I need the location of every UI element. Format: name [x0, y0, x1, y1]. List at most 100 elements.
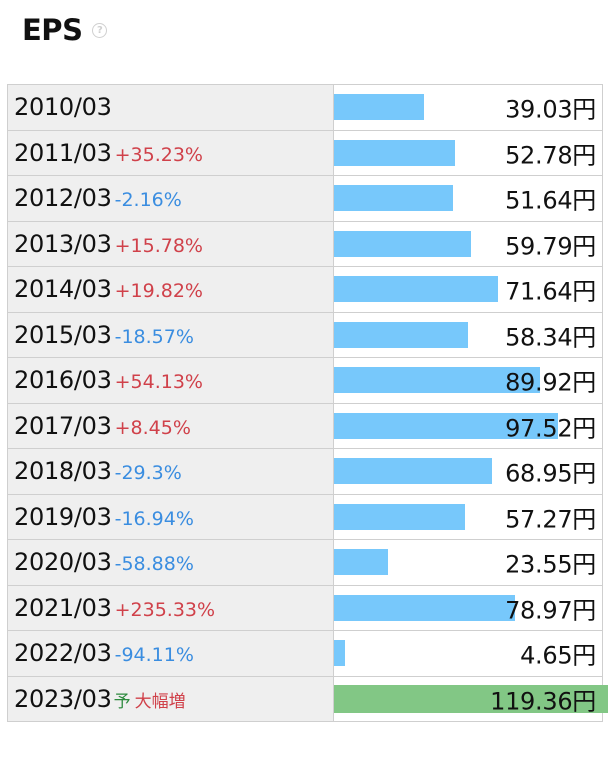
eps-table: 2010/03 39.03円 2011/03 +35.23% 52.78円 2012/03… — [7, 84, 608, 722]
bar-cell: 23.55円 — [333, 539, 603, 586]
table-row: 2013/03 +15.78% 59.79円 — [7, 220, 603, 267]
eps-bar — [334, 230, 471, 257]
eps-bar — [334, 94, 424, 121]
eps-bar — [334, 640, 345, 667]
value-label: 97.52円 — [505, 414, 596, 443]
change-label: -18.57% — [114, 325, 194, 348]
value-label: 59.79円 — [505, 232, 596, 261]
table-row: 2010/03 39.03円 — [7, 84, 603, 131]
year-label: 2019/03 — [14, 502, 112, 531]
year-label: 2013/03 — [14, 229, 112, 258]
value-label: 39.03円 — [505, 95, 596, 124]
table-row: 2011/03 +35.23% 52.78円 — [7, 129, 603, 176]
eps-bar — [334, 139, 455, 166]
bar-cell: 57.27円 — [333, 493, 603, 540]
year-cell: 2017/03 +8.45% — [7, 402, 334, 449]
change-label: +8.45% — [114, 416, 191, 439]
value-label: 89.92円 — [505, 368, 596, 397]
bar-cell: 4.65円 — [333, 630, 603, 677]
table-row: 2012/03 -2.16% 51.64円 — [7, 175, 603, 222]
year-label: 2016/03 — [14, 366, 112, 395]
eps-bar — [334, 276, 498, 303]
change-label: +235.33% — [114, 598, 216, 621]
year-label: 2021/03 — [14, 593, 112, 622]
value-label: 51.64円 — [505, 186, 596, 215]
eps-bar — [334, 458, 492, 485]
year-label: 2012/03 — [14, 184, 112, 213]
year-cell: 2023/03 予大幅増 — [7, 675, 334, 722]
year-label: 2020/03 — [14, 548, 112, 577]
help-icon[interactable]: ? — [92, 22, 108, 38]
bar-cell: 78.97円 — [333, 584, 603, 631]
year-cell: 2022/03 -94.11% — [7, 630, 334, 677]
bar-cell: 51.64円 — [333, 175, 603, 222]
change-label: +15.78% — [114, 234, 203, 257]
year-label: 2018/03 — [14, 457, 112, 486]
year-cell: 2014/03 +19.82% — [7, 266, 334, 313]
eps-bar — [334, 321, 468, 348]
year-label: 2010/03 — [14, 93, 112, 122]
change-label: +19.82% — [114, 280, 203, 303]
table-row: 2016/03 +54.13% 89.92円 — [7, 357, 603, 404]
forecast-note: 大幅増 — [134, 691, 186, 712]
bar-cell: 59.79円 — [333, 220, 603, 267]
change-label: +54.13% — [114, 371, 203, 394]
table-row: 2017/03 +8.45% 97.52円 — [7, 402, 603, 449]
year-cell: 2012/03 -2.16% — [7, 175, 334, 222]
bar-cell: 68.95円 — [333, 448, 603, 495]
value-label: 58.34円 — [505, 323, 596, 352]
year-label: 2014/03 — [14, 275, 112, 304]
table-row: 2015/03 -18.57% 58.34円 — [7, 311, 603, 358]
eps-bar — [334, 503, 465, 530]
bar-cell: 52.78円 — [333, 129, 603, 176]
year-cell: 2011/03 +35.23% — [7, 129, 334, 176]
change-label: -58.88% — [114, 553, 194, 576]
year-cell: 2020/03 -58.88% — [7, 539, 334, 586]
eps-bar — [334, 367, 540, 394]
year-label: 2022/03 — [14, 639, 112, 668]
eps-bar — [334, 684, 608, 713]
year-label: 2023/03 — [14, 684, 112, 713]
bar-cell: 39.03円 — [333, 84, 603, 131]
change-label: -29.3% — [114, 462, 182, 485]
change-label: -94.11% — [114, 644, 194, 667]
value-label: 52.78円 — [505, 141, 596, 170]
table-row: 2018/03 -29.3% 68.95円 — [7, 448, 603, 495]
value-label: 71.64円 — [505, 277, 596, 306]
value-label: 57.27円 — [505, 505, 596, 534]
year-cell: 2018/03 -29.3% — [7, 448, 334, 495]
year-cell: 2019/03 -16.94% — [7, 493, 334, 540]
bar-cell: 97.52円 — [333, 402, 603, 449]
header: EPS ? — [22, 10, 108, 50]
page-title: EPS — [22, 13, 83, 47]
value-label: 119.36円 — [490, 687, 596, 716]
table-row: 2021/03 +235.33% 78.97円 — [7, 584, 603, 631]
value-label: 68.95円 — [505, 459, 596, 488]
eps-bar — [334, 185, 453, 212]
table-row: 2023/03 予大幅増 119.36円 — [7, 675, 608, 722]
table-row: 2014/03 +19.82% 71.64円 — [7, 266, 603, 313]
eps-bar — [334, 594, 515, 621]
value-label: 23.55円 — [505, 550, 596, 579]
year-label: 2015/03 — [14, 320, 112, 349]
bar-cell: 71.64円 — [333, 266, 603, 313]
year-cell: 2013/03 +15.78% — [7, 220, 334, 267]
year-cell: 2015/03 -18.57% — [7, 311, 334, 358]
table-row: 2020/03 -58.88% 23.55円 — [7, 539, 603, 586]
year-label: 2011/03 — [14, 138, 112, 167]
year-cell: 2016/03 +54.13% — [7, 357, 334, 404]
value-label: 78.97円 — [505, 596, 596, 625]
forecast-mark: 予 — [113, 691, 131, 712]
bar-cell: 58.34円 — [333, 311, 603, 358]
change-label: +35.23% — [114, 143, 203, 166]
bar-cell: 119.36円 — [333, 675, 608, 722]
change-label: -16.94% — [114, 507, 194, 530]
year-label: 2017/03 — [14, 411, 112, 440]
year-cell: 2021/03 +235.33% — [7, 584, 334, 631]
eps-bar — [334, 549, 388, 576]
table-row: 2019/03 -16.94% 57.27円 — [7, 493, 603, 540]
eps-bar — [334, 412, 558, 439]
year-cell: 2010/03 — [7, 84, 334, 131]
value-label: 4.65円 — [520, 641, 596, 670]
table-row: 2022/03 -94.11% 4.65円 — [7, 630, 603, 677]
